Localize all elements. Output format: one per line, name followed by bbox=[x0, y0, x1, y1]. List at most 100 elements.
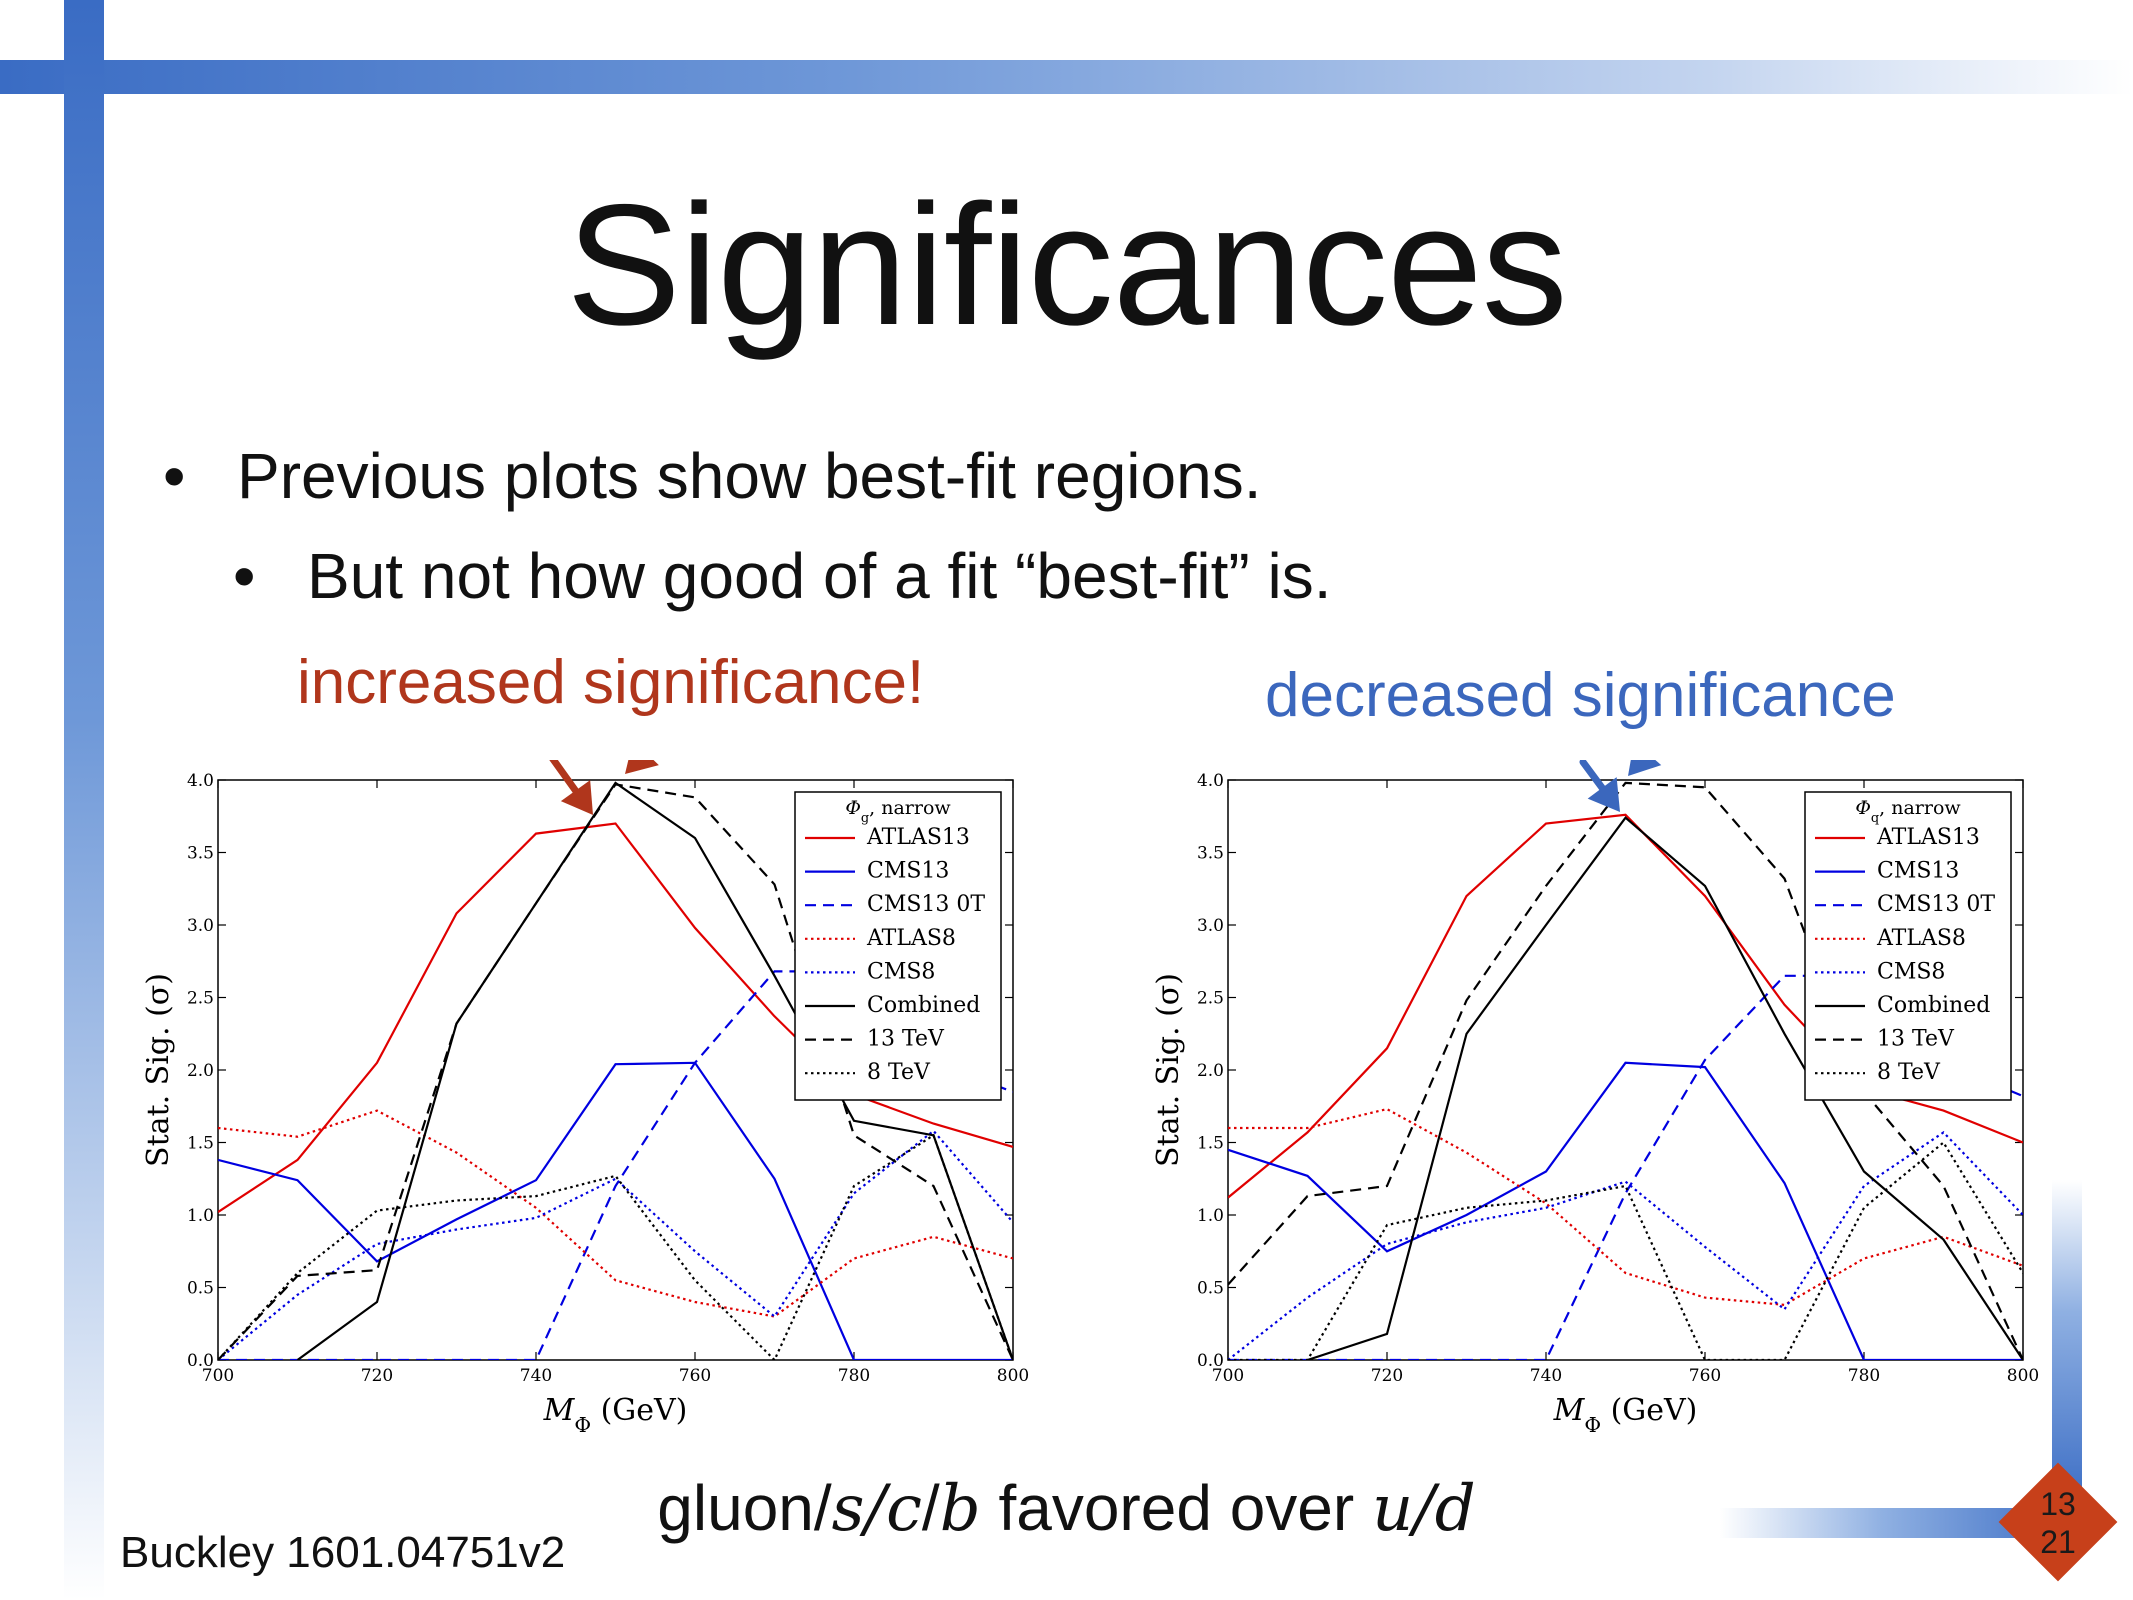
bullet-glyph: • bbox=[163, 440, 186, 512]
x-tick-label: 760 bbox=[679, 1366, 711, 1386]
x-tick-label: 720 bbox=[361, 1366, 393, 1386]
chart-quark: 700 720 740 760 780 800 0.0 0.5 1.0 1.5 2.0 2.5 3.0 3… bbox=[1151, 760, 2039, 1437]
legend-label: CMS8 bbox=[867, 959, 935, 984]
citation: Buckley 1601.04751v2 bbox=[120, 1528, 566, 1577]
series-line-cms13-0t bbox=[218, 970, 1013, 1360]
legend-label: 8 TeV bbox=[867, 1060, 931, 1085]
page-total: 21 bbox=[2040, 1524, 2076, 1560]
series-line-cms13 bbox=[1228, 1061, 2023, 1360]
x-tick-label: 740 bbox=[520, 1366, 552, 1386]
series-line-8-tev bbox=[1228, 1140, 2023, 1360]
y-tick-label: 0.5 bbox=[187, 1279, 214, 1299]
y-tick-label: 4.0 bbox=[187, 771, 214, 791]
legend-label: 8 TeV bbox=[1877, 1060, 1941, 1085]
math-s: s bbox=[831, 1472, 865, 1546]
x-tick-label: 800 bbox=[997, 1366, 1029, 1386]
arrow-left-2-head bbox=[625, 760, 659, 774]
x-tick-label: 720 bbox=[1371, 1366, 1403, 1386]
callout-increased: increased significance! bbox=[297, 648, 925, 717]
x-tick-label: 760 bbox=[1689, 1366, 1721, 1386]
arrow-left-1 bbox=[549, 760, 580, 795]
y-tick-label: 2.0 bbox=[1197, 1061, 1224, 1081]
legend-box bbox=[794, 791, 1002, 1101]
page-number-badge: 13 21 bbox=[1998, 1462, 2118, 1582]
legend-label: CMS13 bbox=[867, 859, 949, 884]
arrow-right-1 bbox=[1579, 760, 1606, 792]
arrow-right-2-head bbox=[1628, 760, 1662, 776]
page-title: Significances bbox=[566, 169, 1567, 361]
legend-label: ATLAS8 bbox=[866, 926, 956, 951]
y-tick-label: 3.5 bbox=[1197, 844, 1224, 864]
y-tick-label: 3.0 bbox=[1197, 916, 1224, 936]
y-axis-label: Stat. Sig. (σ) bbox=[1151, 973, 1186, 1167]
page-current: 13 bbox=[2040, 1486, 2076, 1522]
sub-bullet-item: • But not how good of a fit “best-fit” is… bbox=[233, 538, 1332, 614]
y-tick-label: 1.5 bbox=[187, 1134, 214, 1154]
x-tick-label: 780 bbox=[838, 1366, 870, 1386]
legend-label: ATLAS8 bbox=[1876, 926, 1966, 951]
bullet-item: • Previous plots show best-fit regions. bbox=[163, 438, 1261, 514]
legend-label: Combined bbox=[1877, 993, 1990, 1018]
legend-box bbox=[1804, 791, 2012, 1101]
y-tick-label: 0.5 bbox=[1197, 1279, 1224, 1299]
series-line-atlas8 bbox=[218, 1109, 1013, 1318]
math-slash: / bbox=[864, 1472, 887, 1546]
legend-label: 13 TeV bbox=[867, 1027, 945, 1052]
legend-label: Combined bbox=[867, 993, 980, 1018]
legend-title: Φq, narrow bbox=[1855, 797, 1961, 826]
y-tick-label: 1.5 bbox=[1197, 1134, 1224, 1154]
series-line-combined bbox=[1307, 816, 2023, 1360]
math-u: u bbox=[1371, 1472, 1414, 1546]
legend-title: Φg, narrow bbox=[845, 797, 951, 826]
legend-label: CMS13 bbox=[1877, 859, 1959, 884]
math-slash: / bbox=[1413, 1472, 1435, 1546]
y-tick-label: 2.5 bbox=[187, 989, 214, 1009]
arrow-right-1-head bbox=[1587, 777, 1620, 812]
legend-label: CMS8 bbox=[1877, 959, 1945, 984]
math-b: b bbox=[939, 1472, 981, 1546]
y-tick-label: 0.0 bbox=[187, 1351, 214, 1371]
bullet-glyph: • bbox=[233, 540, 256, 612]
y-tick-label: 1.0 bbox=[1197, 1206, 1224, 1226]
bullet-text: But not how good of a fit “best-fit” is. bbox=[307, 540, 1332, 612]
top-accent-bar bbox=[0, 60, 2133, 94]
arrow-left-1-head bbox=[560, 780, 593, 815]
series-group bbox=[218, 781, 1013, 1360]
x-tick-label: 700 bbox=[202, 1366, 234, 1386]
badge-diamond bbox=[1998, 1462, 2118, 1582]
y-tick-label: 0.0 bbox=[1197, 1351, 1224, 1371]
conclusion-part: gluon/ bbox=[657, 1472, 832, 1544]
series-line-combined bbox=[296, 781, 1013, 1360]
conclusion-slash: / bbox=[921, 1472, 940, 1544]
left-accent-bar bbox=[64, 0, 104, 1600]
math-d: d bbox=[1434, 1472, 1476, 1546]
legend-label: ATLAS13 bbox=[866, 825, 970, 850]
x-tick-label: 780 bbox=[1848, 1366, 1880, 1386]
math-c: c bbox=[886, 1472, 922, 1546]
series-line-cms13 bbox=[218, 1061, 1013, 1360]
legend-label: CMS13 0T bbox=[1877, 892, 1995, 917]
y-tick-label: 3.5 bbox=[187, 844, 214, 864]
bullet-text: Previous plots show best-fit regions. bbox=[237, 440, 1262, 512]
y-tick-label: 3.0 bbox=[187, 916, 214, 936]
callout-decreased: decreased significance bbox=[1265, 661, 1896, 730]
x-axis-label: MΦ (GeV) bbox=[1553, 1393, 1698, 1437]
y-tick-label: 2.0 bbox=[187, 1061, 214, 1081]
series-line-atlas13 bbox=[218, 822, 1013, 1214]
x-axis-label: MΦ (GeV) bbox=[543, 1393, 688, 1437]
conclusion-text: gluon/s/c/b favored over u/d bbox=[0, 1470, 2133, 1547]
legend-label: CMS13 0T bbox=[867, 892, 985, 917]
x-tick-label: 700 bbox=[1212, 1366, 1244, 1386]
x-tick-label: 740 bbox=[1530, 1366, 1562, 1386]
y-tick-label: 1.0 bbox=[187, 1206, 214, 1226]
y-axis-label: Stat. Sig. (σ) bbox=[141, 973, 176, 1167]
conclusion-part: favored over bbox=[980, 1472, 1372, 1544]
legend-label: ATLAS13 bbox=[1876, 825, 1980, 850]
x-tick-label: 800 bbox=[2007, 1366, 2039, 1386]
chart-gluon: 700 720 740 760 780 800 0.0 0.5 1.0 1.5 2.0 2.5 3.0 3… bbox=[141, 760, 1029, 1437]
y-tick-label: 4.0 bbox=[1197, 771, 1224, 791]
legend-label: 13 TeV bbox=[1877, 1027, 1955, 1052]
y-tick-label: 2.5 bbox=[1197, 989, 1224, 1009]
series-line-13-tev bbox=[1228, 781, 2023, 1360]
series-line-13-tev bbox=[218, 783, 1013, 1360]
